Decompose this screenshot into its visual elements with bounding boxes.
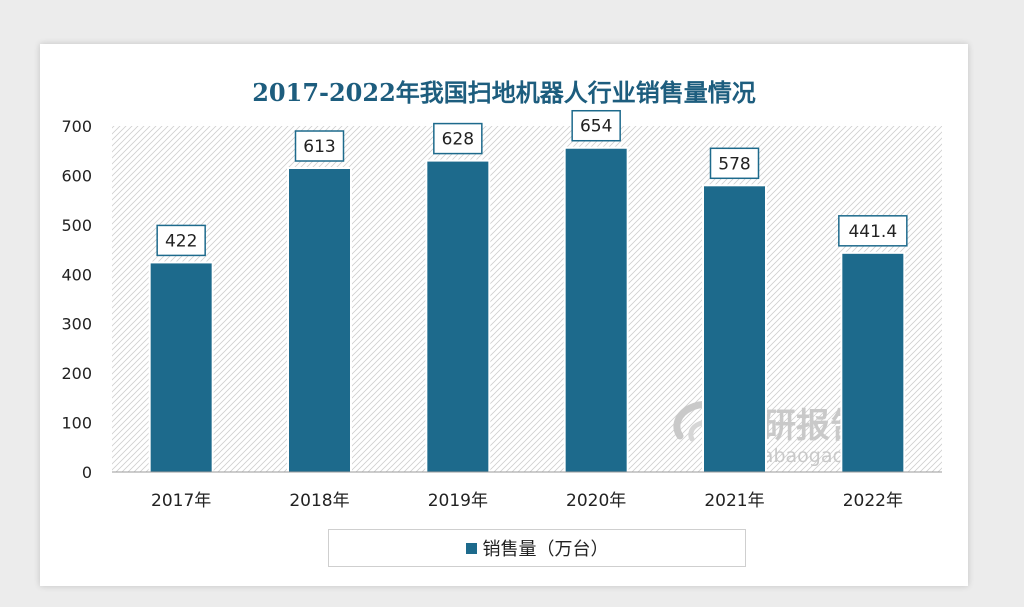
legend-label: 销售量（万台） <box>482 539 609 560</box>
x-tick-label: 2017年 <box>151 491 211 511</box>
data-label-box <box>294 130 345 162</box>
data-label-box <box>433 122 483 155</box>
y-tick-label: 0 <box>82 463 92 482</box>
x-tick-label: 2020年 <box>566 491 626 511</box>
y-tick-label: 700 <box>61 117 92 136</box>
data-label: 654 <box>580 117 612 137</box>
y-tick-label: 100 <box>61 414 92 433</box>
y-tick-label: 200 <box>61 364 92 383</box>
chart-card: 2017-2022年我国扫地机器人行业销售量情况 观研报告网 chinabaog… <box>40 44 968 586</box>
x-tick-label: 2019年 <box>428 491 488 511</box>
data-label: 578 <box>718 154 750 174</box>
y-axis: 0 100 200 300 400 500 600 700 <box>61 117 92 482</box>
data-label-box <box>156 224 206 257</box>
data-label-box <box>709 147 760 180</box>
data-label: 422 <box>165 231 197 251</box>
bar <box>704 186 765 472</box>
bar-chart: 2017-2022年我国扫地机器人行业销售量情况 观研报告网 chinabaog… <box>61 78 942 511</box>
bars <box>148 146 906 472</box>
data-label: 628 <box>442 130 474 150</box>
data-label-box <box>838 215 908 247</box>
y-tick-label: 600 <box>61 166 92 185</box>
y-tick-label: 500 <box>61 216 92 235</box>
data-label: 613 <box>303 137 335 157</box>
bar <box>842 253 904 472</box>
y-tick-label: 400 <box>61 265 92 284</box>
bar <box>289 169 350 472</box>
x-tick-label: 2022年 <box>843 491 903 511</box>
data-label: 441.4 <box>848 222 897 242</box>
bar <box>427 161 489 472</box>
x-tick-label: 2021年 <box>704 491 764 511</box>
data-labels: 422 613 628 654 578 441.4 <box>156 109 908 257</box>
legend: 销售量（万台） <box>328 529 746 567</box>
y-tick-label: 300 <box>61 315 92 334</box>
x-axis: 2017年 2018年 2019年 2020年 2021年 2022年 <box>151 491 903 511</box>
bar <box>565 148 627 472</box>
plot-area <box>112 126 942 472</box>
data-label-box <box>571 109 621 142</box>
chart-title: 2017-2022年我国扫地机器人行业销售量情况 <box>252 78 756 107</box>
x-tick-label: 2018年 <box>289 491 349 511</box>
bar <box>150 263 212 472</box>
legend-swatch <box>465 542 477 554</box>
